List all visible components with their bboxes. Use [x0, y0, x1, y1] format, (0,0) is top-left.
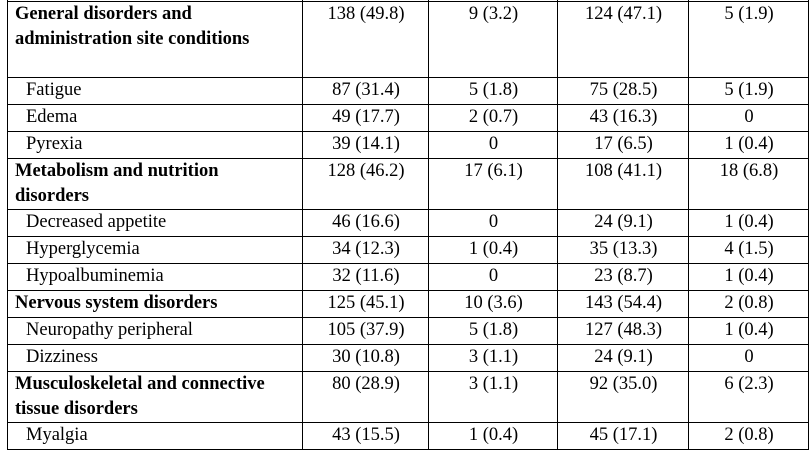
value-cell-c2: 17 (6.1): [428, 158, 558, 210]
value-cell-c3: 17 (6.5): [557, 131, 689, 159]
value-cell-c1: 46 (16.6): [302, 209, 429, 237]
value-cell-c3: 35 (13.3): [557, 236, 689, 264]
value-cell-c2: 10 (3.6): [428, 290, 558, 318]
value-cell-c4: 0: [688, 344, 809, 372]
row-label-cell: Fatigue: [7, 77, 303, 105]
row-label-cell: Dizziness: [7, 344, 303, 372]
value-cell-c1: 34 (12.3): [302, 236, 429, 264]
row-label-cell: Metabolism and nutrition disorders: [7, 158, 303, 210]
value-cell-c3: 124 (47.1): [557, 1, 689, 78]
adverse-events-table: General disorders and administration sit…: [7, 0, 809, 450]
value-cell-c3: 143 (54.4): [557, 290, 689, 318]
value-cell-c4: 1 (0.4): [688, 131, 809, 159]
row-label-cell: Musculoskeletal and connective tissue di…: [7, 371, 303, 423]
value-cell-c2: 1 (0.4): [428, 422, 558, 450]
preferred-term-row: Hypoalbuminemia 32 (11.6) 0 23 (8.7) 1 (0.4): [7, 263, 809, 291]
row-label-cell: General disorders and administration sit…: [7, 1, 303, 78]
value-cell-c4: 1 (0.4): [688, 263, 809, 291]
value-cell-c4: 4 (1.5): [688, 236, 809, 264]
value-cell-c1: 87 (31.4): [302, 77, 429, 105]
row-label-cell: Myalgia: [7, 422, 303, 450]
row-label-cell: Nervous system disorders: [7, 290, 303, 318]
value-cell-c4: 0: [688, 104, 809, 132]
value-cell-c1: 105 (37.9): [302, 317, 429, 345]
value-cell-c4: 6 (2.3): [688, 371, 809, 423]
preferred-term-row: Pyrexia 39 (14.1) 0 17 (6.5) 1 (0.4): [7, 131, 809, 159]
value-cell-c1: 138 (49.8): [302, 1, 429, 78]
value-cell-c2: 5 (1.8): [428, 317, 558, 345]
value-cell-c2: 9 (3.2): [428, 1, 558, 78]
row-label-cell: Hyperglycemia: [7, 236, 303, 264]
value-cell-c2: 0: [428, 209, 558, 237]
value-cell-c4: 1 (0.4): [688, 317, 809, 345]
value-cell-c1: 32 (11.6): [302, 263, 429, 291]
system-organ-class-row: Musculoskeletal and connective tissue di…: [7, 371, 809, 423]
value-cell-c1: 80 (28.9): [302, 371, 429, 423]
value-cell-c3: 24 (9.1): [557, 209, 689, 237]
preferred-term-row: Edema 49 (17.7) 2 (0.7) 43 (16.3) 0: [7, 104, 809, 132]
row-label-cell: Edema: [7, 104, 303, 132]
value-cell-c4: 5 (1.9): [688, 1, 809, 78]
value-cell-c2: 5 (1.8): [428, 77, 558, 105]
value-cell-c4: 1 (0.4): [688, 209, 809, 237]
value-cell-c2: 3 (1.1): [428, 344, 558, 372]
table-body: General disorders and administration sit…: [7, 0, 809, 450]
value-cell-c3: 24 (9.1): [557, 344, 689, 372]
value-cell-c2: 0: [428, 263, 558, 291]
row-label-cell: Hypoalbuminemia: [7, 263, 303, 291]
value-cell-c3: 108 (41.1): [557, 158, 689, 210]
value-cell-c1: 128 (46.2): [302, 158, 429, 210]
value-cell-c1: 43 (15.5): [302, 422, 429, 450]
preferred-term-row: Myalgia 43 (15.5) 1 (0.4) 45 (17.1) 2 (0.8): [7, 422, 809, 450]
value-cell-c3: 43 (16.3): [557, 104, 689, 132]
preferred-term-row: Decreased appetite 46 (16.6) 0 24 (9.1) 1 (0…: [7, 209, 809, 237]
value-cell-c2: 0: [428, 131, 558, 159]
value-cell-c3: 45 (17.1): [557, 422, 689, 450]
value-cell-c4: 2 (0.8): [688, 422, 809, 450]
value-cell-c4: 2 (0.8): [688, 290, 809, 318]
row-label-cell: Pyrexia: [7, 131, 303, 159]
value-cell-c1: 39 (14.1): [302, 131, 429, 159]
row-label-cell: Decreased appetite: [7, 209, 303, 237]
system-organ-class-row: General disorders and administration sit…: [7, 1, 809, 78]
value-cell-c1: 30 (10.8): [302, 344, 429, 372]
value-cell-c3: 92 (35.0): [557, 371, 689, 423]
value-cell-c1: 125 (45.1): [302, 290, 429, 318]
value-cell-c3: 75 (28.5): [557, 77, 689, 105]
value-cell-c2: 2 (0.7): [428, 104, 558, 132]
value-cell-c2: 1 (0.4): [428, 236, 558, 264]
preferred-term-row: Dizziness 30 (10.8) 3 (1.1) 24 (9.1) 0: [7, 344, 809, 372]
value-cell-c3: 127 (48.3): [557, 317, 689, 345]
preferred-term-row: Hyperglycemia 34 (12.3) 1 (0.4) 35 (13.3) 4 …: [7, 236, 809, 264]
row-label-cell: Neuropathy peripheral: [7, 317, 303, 345]
value-cell-c2: 3 (1.1): [428, 371, 558, 423]
preferred-term-row: Fatigue 87 (31.4) 5 (1.8) 75 (28.5) 5 (1.9): [7, 77, 809, 105]
system-organ-class-row: Metabolism and nutrition disorders 128 (4…: [7, 158, 809, 210]
preferred-term-row: Neuropathy peripheral 105 (37.9) 5 (1.8) 12…: [7, 317, 809, 345]
value-cell-c4: 5 (1.9): [688, 77, 809, 105]
value-cell-c4: 18 (6.8): [688, 158, 809, 210]
value-cell-c1: 49 (17.7): [302, 104, 429, 132]
value-cell-c3: 23 (8.7): [557, 263, 689, 291]
system-organ-class-row: Nervous system disorders 125 (45.1) 10 (3.…: [7, 290, 809, 318]
